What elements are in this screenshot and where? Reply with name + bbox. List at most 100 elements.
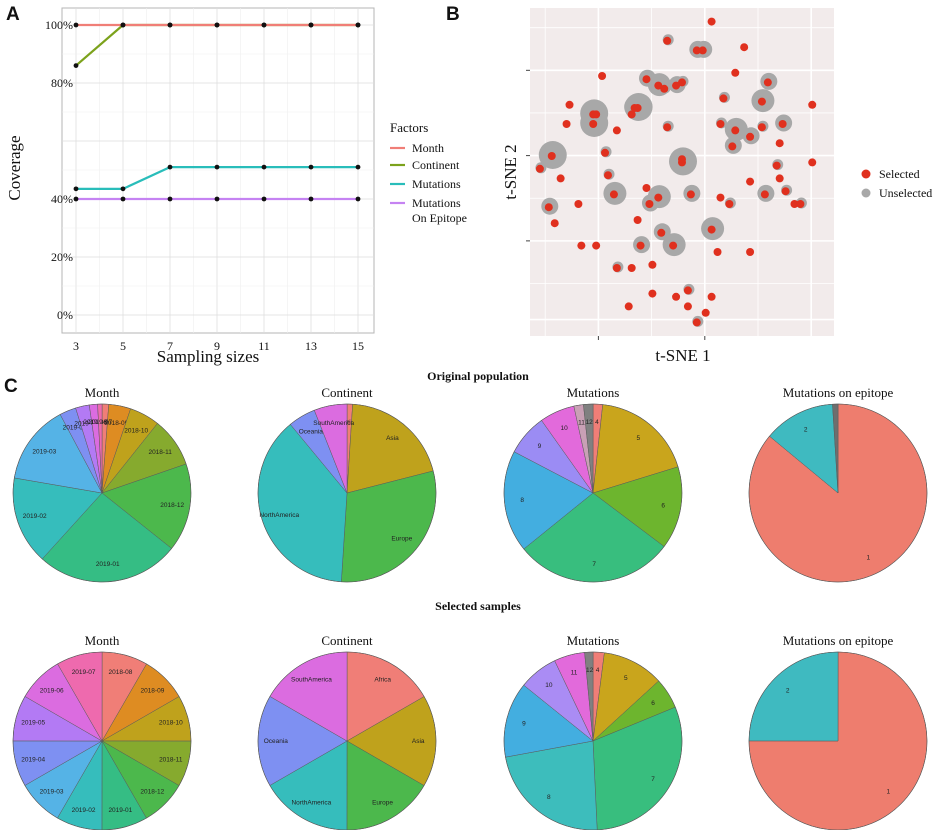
pie-chart: Continent Africa Asia Europe NorthAmerica Oce… <box>257 385 437 583</box>
slice-label: 2019-07 <box>72 669 96 676</box>
slice-label: 1 <box>866 554 870 561</box>
data-point <box>73 63 79 68</box>
selected-point <box>740 43 749 52</box>
coverage-line-chart: 3 5 7 9 11 13 15 0% 20% 40% 80% 100% Sampling size… <box>5 7 467 366</box>
data-point <box>261 22 267 28</box>
legend-label: Unselected <box>879 186 932 200</box>
selected-point <box>707 17 716 26</box>
selected-point <box>692 318 701 327</box>
selected-point <box>663 123 672 132</box>
selected-point <box>627 264 636 272</box>
pie-title: Continent <box>321 633 373 648</box>
slice-label: 6 <box>651 700 655 707</box>
slice-label: 2018-08 <box>109 669 133 676</box>
selected-point <box>598 72 607 80</box>
selected-point <box>746 177 755 186</box>
slice-label: Europe <box>372 800 393 807</box>
pie-outline <box>12 651 192 830</box>
slice-label: 2018-12 <box>140 788 164 795</box>
slice-label: Asia <box>412 738 425 745</box>
selected-point <box>633 216 642 224</box>
slice-label: Asia <box>386 435 399 442</box>
slice-label: 9 <box>538 443 542 450</box>
selected-point <box>577 241 586 250</box>
data-point <box>167 164 173 170</box>
x-axis-title: Sampling sizes <box>157 347 259 366</box>
pie-title: Mutations <box>567 633 620 648</box>
slice-label: 2018-08 <box>93 419 117 426</box>
selected-point <box>707 225 716 234</box>
slice-label: 2019-03 <box>40 788 64 795</box>
data-point <box>308 22 314 28</box>
x-axis-title: t-SNE 1 <box>655 346 710 365</box>
data-point <box>308 196 314 202</box>
x-tick-label: 9 <box>214 339 220 353</box>
slice-label: 2018-12 <box>160 502 184 509</box>
legend-label: On Epitope <box>412 211 467 225</box>
slice-label: Oceania <box>299 429 324 436</box>
slice-label: Africa <box>374 676 391 683</box>
selected-point <box>592 241 601 250</box>
slice-label: 7 <box>651 776 655 783</box>
slice-label: SouthAmerica <box>313 420 354 427</box>
slice-label: Africa <box>341 419 358 426</box>
slice-label: 2018-10 <box>124 428 148 435</box>
slice-label: 4 <box>595 419 599 426</box>
data-point <box>167 196 173 202</box>
y-axis-title: t-SNE 2 <box>501 144 520 199</box>
x-tick-label: 11 <box>258 339 270 353</box>
selected-point <box>716 120 725 128</box>
legend-title: Factors <box>390 120 428 135</box>
selected-point <box>609 190 618 199</box>
slice-label: 2019-04 <box>21 756 45 763</box>
slice-label: 11 <box>578 420 585 427</box>
pie-slice <box>748 651 839 742</box>
selected-point <box>698 46 707 55</box>
legend-label: Mutations <box>412 196 461 210</box>
pie-outline <box>257 651 437 830</box>
slice-label: 6 <box>661 502 665 509</box>
slice-label: 2018-10 <box>159 720 183 727</box>
selected-point <box>544 203 553 212</box>
pie-outline <box>748 403 928 583</box>
selected-point <box>612 126 621 135</box>
slice-label: 8 <box>520 497 524 504</box>
x-tick-labels: 3 5 7 9 11 13 15 <box>73 339 364 353</box>
points <box>535 17 817 327</box>
selected-point <box>672 292 681 301</box>
pie-title: Continent <box>321 385 373 400</box>
selected-point <box>728 142 737 151</box>
selected-point <box>663 36 672 45</box>
selected-point <box>775 174 784 183</box>
selected-point <box>535 164 544 173</box>
legend-label: Mutations <box>412 177 461 191</box>
selected-point <box>701 308 710 317</box>
selected-point <box>654 81 663 90</box>
slice-label: 2019-06 <box>83 419 107 426</box>
selected-point <box>775 139 784 148</box>
y-tick-labels: 0% 20% 40% 80% 100% <box>45 18 73 322</box>
slice-label: SouthAmerica <box>291 676 332 683</box>
selected-point <box>686 190 695 199</box>
data-point <box>355 196 361 202</box>
selected-point <box>601 148 610 157</box>
x-tick-label: 7 <box>167 339 173 353</box>
selected-point <box>547 152 556 160</box>
data-point <box>214 22 220 28</box>
slice-label: 4 <box>596 667 600 674</box>
data-point <box>355 164 361 170</box>
tsne-scatter-plot: t-SNE 1 t-SNE 2 Selected Unselected <box>501 8 932 365</box>
data-point <box>120 186 126 192</box>
pie-chart: Continent Africa Asia Europe NorthAmerica Oce… <box>257 633 437 830</box>
slice-label: 2019-06 <box>40 688 64 695</box>
slice-label: 2018-09 <box>104 420 128 427</box>
x-tick-label: 13 <box>305 339 317 353</box>
selected-point <box>746 132 755 141</box>
data-point <box>308 164 314 170</box>
slice-label: 2019-07 <box>88 419 112 426</box>
slice-label: 2019-03 <box>32 448 56 455</box>
selected-point <box>719 94 728 103</box>
selected-point <box>648 260 657 269</box>
